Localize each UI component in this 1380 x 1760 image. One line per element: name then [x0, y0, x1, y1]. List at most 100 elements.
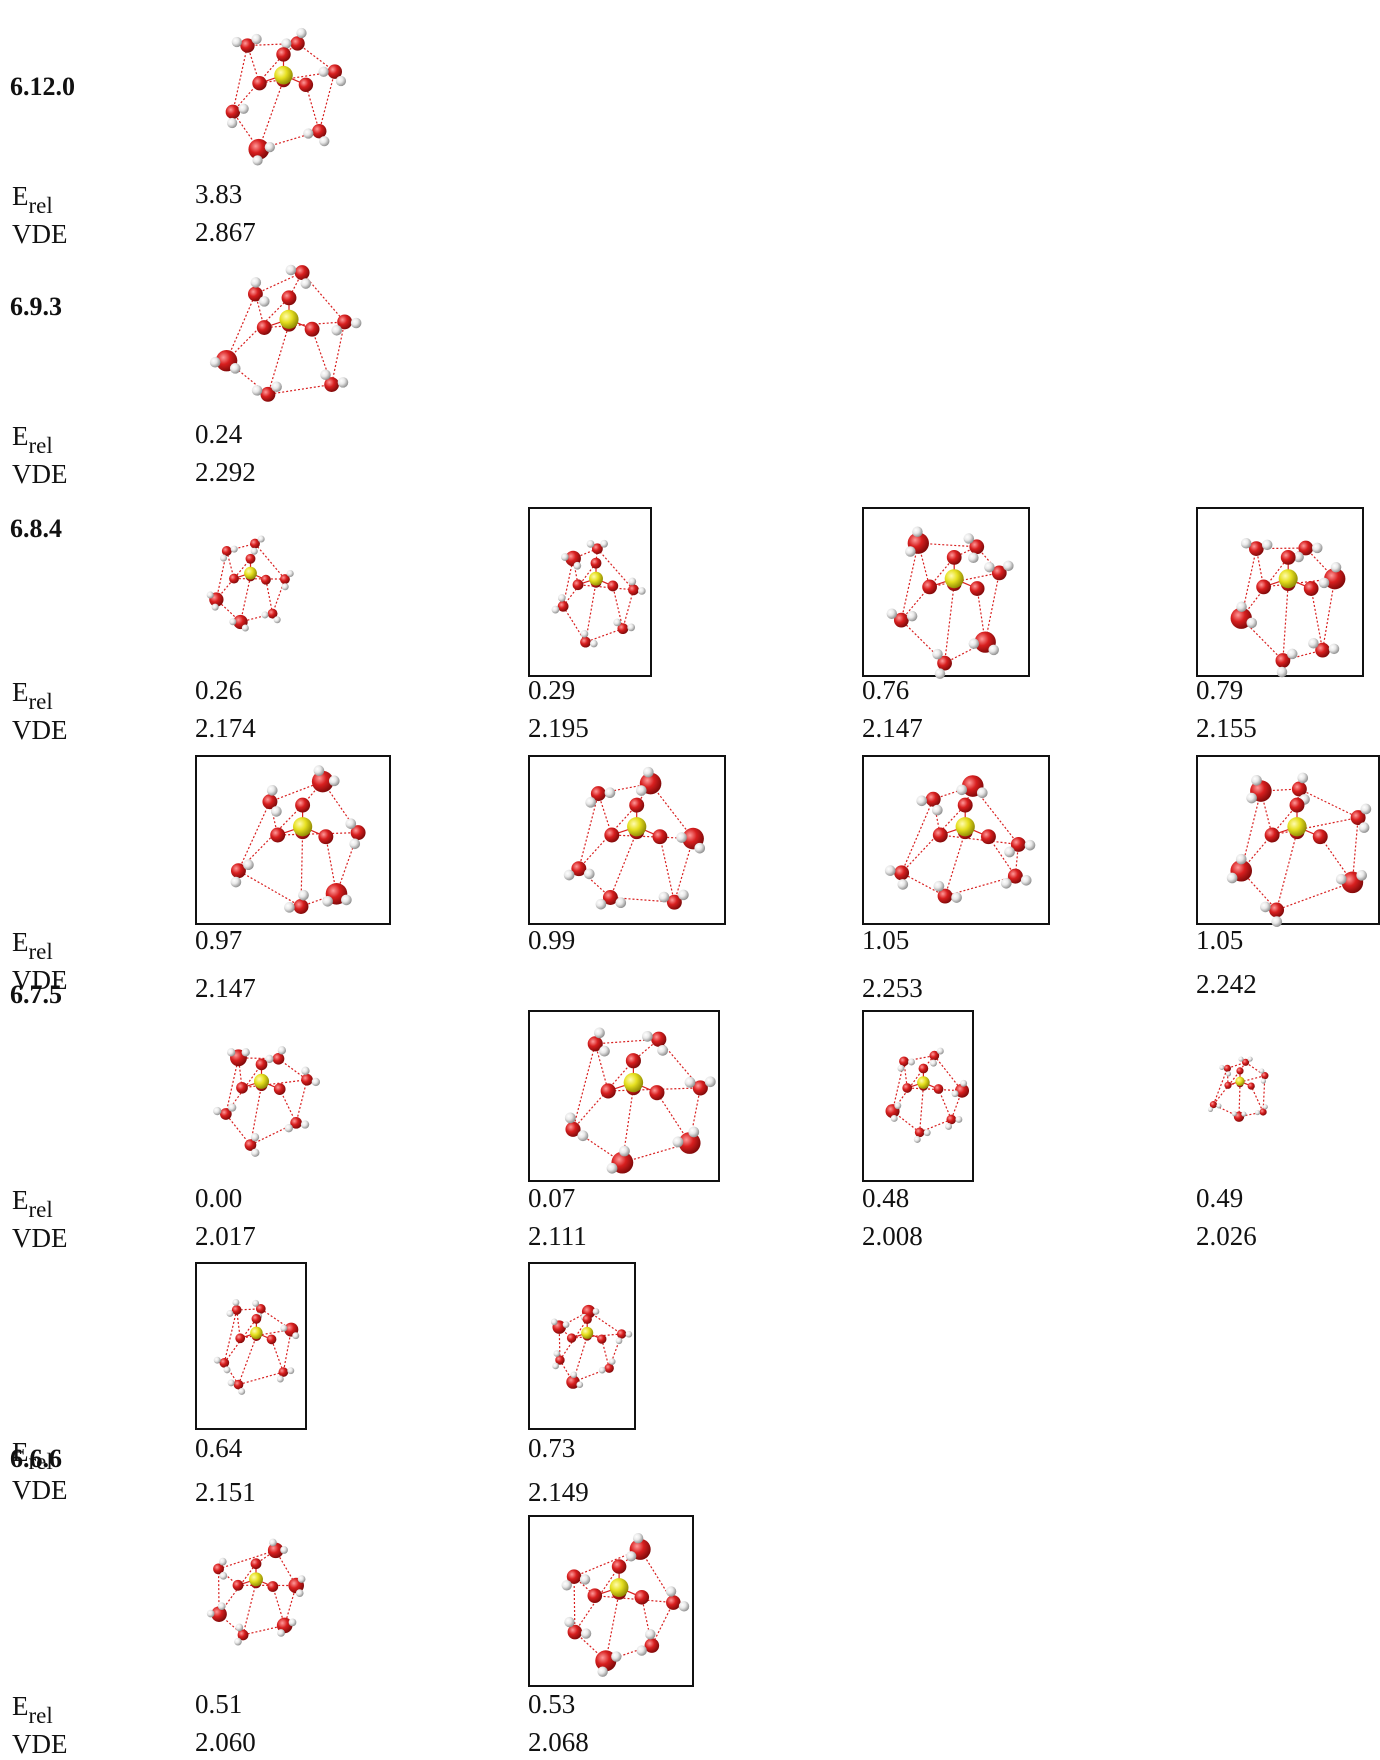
molecule-drawing — [551, 539, 646, 648]
oxygen-atom — [235, 1333, 246, 1344]
hydrogen-atom — [280, 1546, 288, 1554]
hydrogen-bond-line — [919, 1085, 924, 1133]
oxygen-atom — [929, 1050, 940, 1061]
hydrogen-bond-line — [571, 1333, 622, 1339]
hydrogen-bond-line — [267, 383, 332, 395]
hydrogen-atom — [335, 75, 347, 87]
vde-value: 2.111 — [528, 1221, 587, 1251]
oxygen-atom — [991, 565, 1007, 581]
hydrogen-atom — [217, 1602, 226, 1611]
hydrogen-atom — [313, 765, 325, 776]
hydrogen-atom — [625, 1551, 637, 1562]
hydrogen-atom — [1226, 872, 1238, 884]
hydrogen-bond-line — [225, 1057, 240, 1115]
hydrogen-atom — [1219, 1064, 1225, 1071]
hydrogen-atom — [284, 902, 295, 913]
oxygen-atom — [1261, 1072, 1269, 1080]
oxygen-atom — [557, 600, 569, 612]
hydrogen-bond-line — [1299, 788, 1359, 819]
hydrogen-atom — [1231, 1111, 1237, 1117]
molecule-drawing — [1230, 538, 1346, 678]
oxygen-atom — [587, 1036, 603, 1052]
vde-value: 2.174 — [195, 713, 256, 743]
oxygen-atom — [893, 612, 909, 628]
hydrogen-atom — [269, 1538, 277, 1547]
oxygen-atom — [652, 829, 668, 845]
sulfur-atom — [292, 817, 313, 837]
sulfur-atom — [955, 817, 975, 837]
hydrogen-atom — [665, 1586, 677, 1597]
hydrogen-bond-line — [218, 1563, 257, 1615]
vde-value: 2.068 — [528, 1727, 589, 1757]
hydrogen-atom — [1330, 562, 1342, 573]
oxygen-atom — [301, 1073, 313, 1086]
oxygen-atom — [629, 797, 645, 813]
molecule-drawing — [213, 1046, 320, 1157]
hydrogen-atom — [884, 865, 896, 876]
hydrogen-atom — [292, 1332, 300, 1340]
hydrogen-bond-line — [241, 1079, 308, 1089]
hydrogen-atom — [615, 1337, 623, 1345]
oxygen-atom — [946, 550, 962, 565]
hydrogen-atom — [257, 535, 265, 543]
oxygen-atom — [290, 1116, 302, 1129]
hydrogen-atom — [241, 1048, 250, 1057]
hydrogen-atom — [230, 876, 242, 888]
molecule-figure — [190, 1012, 320, 1177]
vde-value: 2.155 — [1196, 713, 1257, 743]
hydrogen-atom — [252, 1299, 260, 1307]
sulfur-atom — [279, 309, 299, 329]
vde-value: 2.147 — [195, 973, 256, 1003]
hydrogen-atom — [658, 891, 670, 903]
sulfur-atom — [1235, 1076, 1245, 1086]
hydrogen-atom — [573, 561, 582, 570]
hydrogen-atom — [229, 363, 241, 374]
hydrogen-bond-line — [673, 838, 694, 903]
hydrogen-atom — [266, 785, 278, 796]
hydrogen-bond-line — [255, 272, 303, 295]
hydrogen-atom — [600, 539, 608, 548]
hydrogen-atom — [232, 1299, 240, 1306]
hydrogen-atom — [273, 616, 281, 624]
hydrogen-atom — [632, 1533, 644, 1544]
erel-value: 0.07 — [528, 1183, 576, 1213]
hydrogen-atom — [301, 1066, 310, 1075]
hydrogen-atom — [227, 1379, 235, 1387]
erel-row-label: Erel — [12, 421, 53, 458]
erel-value: 0.00 — [195, 1183, 243, 1213]
oxygen-atom — [1315, 642, 1330, 658]
hydrogen-bond-line — [608, 1087, 701, 1092]
hydrogen-atom — [583, 868, 595, 880]
molecule-drawing — [230, 765, 366, 914]
hydrogen-bond-line — [223, 1309, 238, 1363]
oxygen-atom — [240, 38, 255, 53]
hydrogen-atom — [219, 1571, 228, 1580]
oxygen-atom — [318, 829, 334, 845]
hydrogen-atom — [553, 1350, 561, 1357]
molecule-figure — [862, 1010, 974, 1182]
hydrogen-atom — [211, 603, 219, 611]
hydrogen-atom — [976, 787, 988, 799]
sulfur-atom — [581, 1326, 594, 1339]
oxygen-atom — [273, 1083, 286, 1095]
oxygen-atom — [232, 1579, 244, 1591]
hydrogen-bond-line — [237, 1335, 257, 1385]
hydrogen-atom — [271, 381, 282, 393]
vde-row-label: VDE — [12, 1223, 68, 1253]
hydrogen-atom — [678, 1601, 690, 1612]
hydrogen-atom — [228, 1103, 237, 1112]
hydrogen-atom — [328, 775, 340, 787]
hydrogen-bond-line — [1275, 831, 1298, 911]
hydrogen-atom — [1260, 1078, 1266, 1084]
hydrogen-bond-line — [922, 1055, 935, 1069]
molecule-drawing — [561, 1533, 690, 1677]
sulfur-atom — [944, 569, 964, 589]
oxygen-atom — [327, 64, 343, 79]
hydrogen-atom — [320, 369, 331, 381]
hydrogen-bond-line — [238, 804, 304, 872]
hydrogen-atom — [206, 1609, 215, 1618]
hydrogen-atom — [960, 1079, 968, 1087]
hydrogen-atom — [676, 832, 687, 843]
oxygen-atom — [211, 1606, 227, 1622]
hydrogen-atom — [250, 277, 262, 288]
